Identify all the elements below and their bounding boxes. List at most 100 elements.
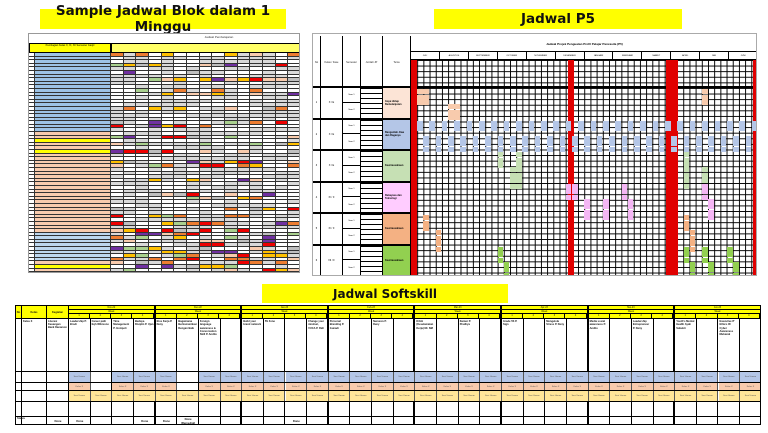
p5-schedule-block <box>429 120 435 126</box>
blok-row <box>29 193 299 197</box>
blok-row <box>29 153 299 158</box>
p5-schedule-block <box>584 135 590 141</box>
ss-band-yl: Sesi Umum <box>437 391 459 401</box>
p5-schedule-block <box>572 189 578 195</box>
p5-schedule-block <box>683 220 690 226</box>
p5-schedule-block <box>621 183 628 189</box>
blok-title: Sample Jadwal Blok dalam 1 Minggu <box>40 3 286 35</box>
ss-band-or: Kelas X <box>415 383 438 390</box>
ss-band-yl: Sesi Umum <box>69 391 91 401</box>
blok-row <box>29 247 299 251</box>
p5-schedule-block <box>516 152 522 157</box>
ss-month-header: Dec-22 Week 1 2 3 4 <box>155 306 243 319</box>
p5-schedule-block <box>708 261 714 267</box>
p5-theme-name: Kewirausahaan <box>383 151 411 181</box>
p5-schedule-block <box>497 152 504 157</box>
p5-schedule-block <box>572 146 578 152</box>
p5-schedule-block <box>423 146 429 152</box>
p5-schedule-block <box>497 157 504 163</box>
p5-schedule-block <box>534 146 541 152</box>
ss-week-label: Week <box>502 310 587 314</box>
p5-schedule-block <box>460 146 466 152</box>
ss-band-yl: Sesi Umum <box>350 391 373 401</box>
p5-schedule-block <box>454 104 460 109</box>
ss-band-yl: Sesi Umum <box>631 391 654 401</box>
ss-band-yl: Sesi Umum <box>328 391 351 401</box>
p5-schedule-block <box>640 120 646 126</box>
p5-schedule-block <box>658 146 665 152</box>
p5-schedule-block <box>689 267 696 273</box>
p5-schedule-block <box>516 163 522 169</box>
ss-band-or: Kelas X <box>458 383 481 390</box>
p5-schedule-block <box>503 261 510 267</box>
p5-theme-kelas: XI / F <box>321 214 343 244</box>
p5-schedule-block <box>572 141 578 147</box>
p5-month-agustus: AGUSTUS <box>440 52 469 59</box>
blok-row <box>29 239 299 244</box>
p5-schedule-block <box>739 120 745 126</box>
ss-band-bl: Sesi Umum <box>480 372 502 382</box>
p5-theme-kelas: X / E <box>321 88 343 118</box>
ss-band-yl: Sesi Umum <box>718 391 741 401</box>
p5-schedule-block <box>448 146 454 152</box>
ss-month-name: Jun-23 <box>675 306 760 310</box>
blok-row <box>29 189 299 194</box>
blok-row <box>29 60 299 64</box>
p5-schedule-block <box>702 194 708 200</box>
p5-schedule-block <box>559 146 566 152</box>
p5-jp <box>361 245 383 275</box>
blok-row <box>29 99 299 104</box>
p5-schedule-block <box>683 252 690 258</box>
ss-band-yl: Sesi Umum <box>393 391 416 401</box>
p5-theme-row: 4 XI / F Sem 1 Sem 2 Rekayasa dan Teknologi <box>313 182 411 214</box>
p5-jp <box>361 88 383 118</box>
p5-schedule-block <box>627 209 634 215</box>
p5-schedule-block <box>727 257 733 263</box>
p5-schedule-block <box>603 209 609 215</box>
p5-schedule-block <box>745 141 752 147</box>
p5-schedule-block <box>441 120 448 126</box>
ss-band-yl: Sesi Umum <box>675 391 697 401</box>
ss-band-bl: Sesi Umum <box>740 372 760 382</box>
ss-band-yl: Sesi Umum <box>112 391 134 401</box>
p5-schedule-block <box>528 126 535 132</box>
p5-schedule-block <box>547 135 553 141</box>
p5-theme-kelas: X / E <box>321 151 343 181</box>
p5-schedule-block <box>584 141 590 147</box>
ss-band-yl: Sesi Umum <box>220 391 243 401</box>
ss-band-or: Kelas X <box>350 383 373 390</box>
ss-band-or: Kelas X <box>220 383 243 390</box>
p5-schedule-block <box>751 126 756 132</box>
p5-schedule-block <box>708 146 714 152</box>
p5-schedule-block <box>702 183 708 189</box>
p5-theme-kelas: X / E <box>321 119 343 149</box>
p5-schedule-block <box>534 135 541 141</box>
p5-schedule-block <box>448 135 454 141</box>
p5-schedule-block <box>417 120 423 126</box>
p5-header-no: No <box>313 36 321 88</box>
p5-schedule-block <box>720 146 727 152</box>
ss-band-yl: Sesi Umum <box>198 391 221 401</box>
p5-schedule-block <box>689 235 696 241</box>
p5-schedule-block <box>522 146 528 152</box>
ss-band-bl: Sesi Umum <box>566 372 589 382</box>
ss-band-or: Kelas X <box>588 383 611 390</box>
ss-band-yl: Sesi Umum <box>523 391 546 401</box>
p5-theme-kelas: XI / F <box>321 182 343 212</box>
p5-schedule-block <box>702 189 708 195</box>
ss-band-bl: Sesi Umum <box>112 372 134 382</box>
ss-band-or: Kelas X <box>675 383 697 390</box>
p5-schedule-block <box>683 183 690 189</box>
p5-month-juni: JUNI <box>729 52 756 59</box>
ss-band-bl: Sesi Umum <box>155 372 178 382</box>
p5-schedule-block <box>435 135 442 141</box>
ss-band-or: Kelas X <box>610 383 632 390</box>
blok-row <box>29 139 299 143</box>
ss-band-yl: Sesi Umum <box>545 391 567 401</box>
blok-row <box>29 232 299 237</box>
p5-schedule-block <box>497 252 504 258</box>
ss-month-name: Feb-23 <box>328 306 414 310</box>
ss-month-name: Dec-22 <box>155 306 241 310</box>
p5-schedule-block <box>584 215 590 221</box>
